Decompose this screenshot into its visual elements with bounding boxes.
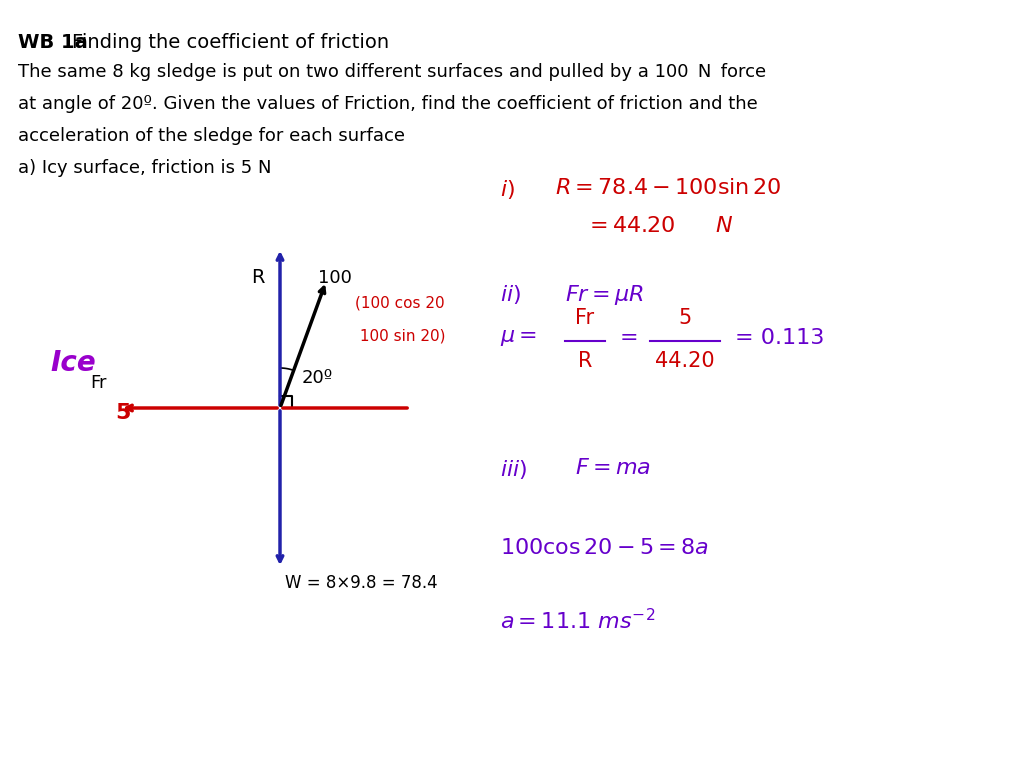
Text: WB 1a: WB 1a [18, 33, 88, 52]
Text: acceleration of the sledge for each surface: acceleration of the sledge for each surf… [18, 127, 406, 145]
Text: Finding the coefficient of friction: Finding the coefficient of friction [72, 33, 389, 52]
Text: a) Icy surface, friction is 5 N: a) Icy surface, friction is 5 N [18, 159, 271, 177]
Text: Ice: Ice [50, 349, 96, 377]
Text: (100 cos 20: (100 cos 20 [355, 296, 444, 310]
Text: $N$: $N$ [715, 216, 733, 236]
Text: 100: 100 [318, 269, 352, 287]
Text: R: R [578, 351, 592, 371]
Text: =: = [620, 328, 639, 348]
Text: $= 44.20$: $= 44.20$ [585, 216, 676, 236]
Text: Fr: Fr [90, 374, 106, 392]
Text: Fr: Fr [575, 308, 595, 328]
Text: 5: 5 [115, 403, 130, 423]
Text: = 0.113: = 0.113 [735, 328, 824, 348]
Text: 20º: 20º [302, 369, 333, 387]
Text: The same 8 kg sledge is put on two different surfaces and pulled by a 100  N  fo: The same 8 kg sledge is put on two diffe… [18, 63, 766, 81]
Text: 44.20: 44.20 [655, 351, 715, 371]
Text: 100 sin 20): 100 sin 20) [355, 329, 445, 343]
Text: $R = 78.4 - 100\sin 20$: $R = 78.4 - 100\sin 20$ [555, 178, 781, 198]
Text: $a = 11.1\ ms^{-2}$: $a = 11.1\ ms^{-2}$ [500, 608, 655, 633]
Text: 5: 5 [678, 308, 691, 328]
Text: $F = ma$: $F = ma$ [575, 458, 651, 478]
Text: $100\cos 20 - 5 = 8a$: $100\cos 20 - 5 = 8a$ [500, 538, 709, 558]
Text: $i)$: $i)$ [500, 178, 515, 201]
Text: $iii)$: $iii)$ [500, 458, 527, 481]
Text: at angle of 20º. Given the values of Friction, find the coefficient of friction : at angle of 20º. Given the values of Fri… [18, 95, 758, 113]
Text: $ii)$: $ii)$ [500, 283, 521, 306]
Text: R: R [251, 269, 265, 287]
Text: $Fr = \mu R$: $Fr = \mu R$ [565, 283, 644, 307]
Text: W = 8×9.8 = 78.4: W = 8×9.8 = 78.4 [285, 574, 437, 592]
Text: $\mu =$: $\mu =$ [500, 328, 537, 348]
